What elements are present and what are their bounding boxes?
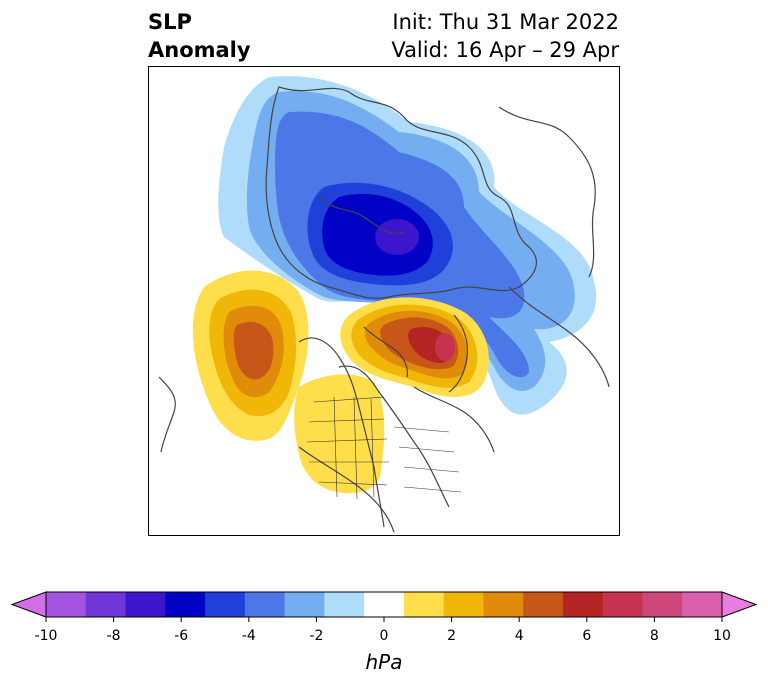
colorbar-segment [682,592,723,617]
positive-anomaly-us [294,374,385,494]
colorbar-arrow-high [721,591,758,618]
colorbar-segment [602,592,643,617]
colorbar-tick-label: 0 [379,628,389,644]
colorbar-segment [364,592,405,617]
colorbar-tick-label: 4 [514,628,524,644]
colorbar-segment [562,592,604,617]
colorbar-tick-label: -8 [106,628,121,644]
map-canvas [158,76,610,533]
coastlines [158,86,610,533]
colorbar-segment [244,592,286,617]
colorbar-segments [10,591,758,622]
negative-anomaly-region [218,76,597,415]
colorbar-segment [165,592,206,617]
colorbar-tick-label: 6 [582,628,592,644]
colorbar-segment [205,592,246,617]
colorbar-border [45,591,723,618]
colorbar-segment [284,592,325,617]
valid-date: Valid: 16 Apr – 29 Apr [391,38,619,62]
colorbar-segment [85,592,127,617]
colorbar [10,591,758,622]
colorbar-segment [642,592,683,617]
colorbar-tick-label: 8 [649,628,659,644]
colorbar-tick-label: 2 [447,628,457,644]
map-title: SLP Anomaly [148,8,251,64]
colorbar-unit-label: hPa [365,650,403,674]
title-line-2: Anomaly [148,38,251,62]
positive-anomaly-pacific [192,270,309,441]
map-dates: Init: Thu 31 Mar 2022 Valid: 16 Apr – 29… [391,8,619,64]
state-borders [306,396,462,500]
init-date: Init: Thu 31 Mar 2022 [392,10,619,34]
colorbar-segment [483,592,524,617]
colorbar-segment [324,592,365,617]
colorbar-tick-label: 10 [713,628,731,644]
title-line-1: SLP [148,10,192,34]
positive-anomaly-greenland [340,297,489,397]
colorbar-tick-label: -6 [174,628,189,644]
colorbar-segment [46,592,87,617]
colorbar-tick-label: -4 [241,628,256,644]
colorbar-segment [443,592,484,617]
colorbar-segment [125,592,166,617]
colorbar-arrow-low [10,591,47,618]
colorbar-tick-label: -10 [34,628,58,644]
colorbar-tick-label: -2 [309,628,324,644]
colorbar-segment [523,592,564,617]
anomaly-map [148,66,620,536]
colorbar-segment [403,592,445,617]
